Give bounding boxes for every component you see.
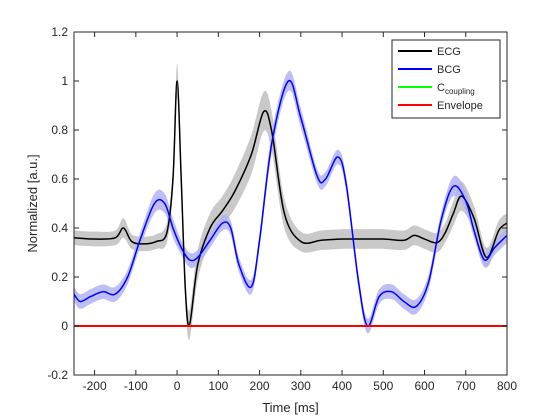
y-tick-label: 0.2 [51,270,68,284]
y-tick-label: -0.2 [47,368,68,382]
x-tick-label: -200 [83,379,107,393]
legend-label-subscript: coupling [445,87,475,96]
band-bcg [74,70,507,334]
x-tick-label: 300 [291,379,311,393]
x-tick-label: 0 [174,379,181,393]
x-tick-label: 800 [497,379,517,393]
series-lines [73,80,508,327]
x-tick-label: -100 [124,379,148,393]
confidence-bands [74,63,507,340]
x-tick-label: 600 [415,379,435,393]
y-tick-label: 1 [61,74,68,88]
x-tick-label: 100 [208,379,228,393]
y-tick-label: 1.2 [51,25,68,39]
x-tick-label: 400 [332,379,352,393]
legend-label: Envelope [437,100,483,112]
series-line-bcg [73,80,508,327]
x-axis-label: Time [ms] [262,400,319,415]
y-tick-label: 0 [61,319,68,333]
y-tick-label: 0.4 [51,221,68,235]
series-line-ecg [73,80,508,327]
plot-area-frame [73,31,508,376]
axis-ticks: -200 -100 0 100 200 300 400 500 600 700 800 -0.2 0 0.… [47,25,517,393]
y-tick-label: 0.8 [51,123,68,137]
legend-label: ECG [437,46,461,58]
y-axis-label: Normalized [a.u.] [25,154,40,252]
y-tick-label: 0.6 [51,172,68,186]
x-tick-label: 500 [373,379,393,393]
x-tick-label: 200 [250,379,270,393]
x-tick-label: 700 [456,379,476,393]
legend-label: BCG [437,64,461,76]
